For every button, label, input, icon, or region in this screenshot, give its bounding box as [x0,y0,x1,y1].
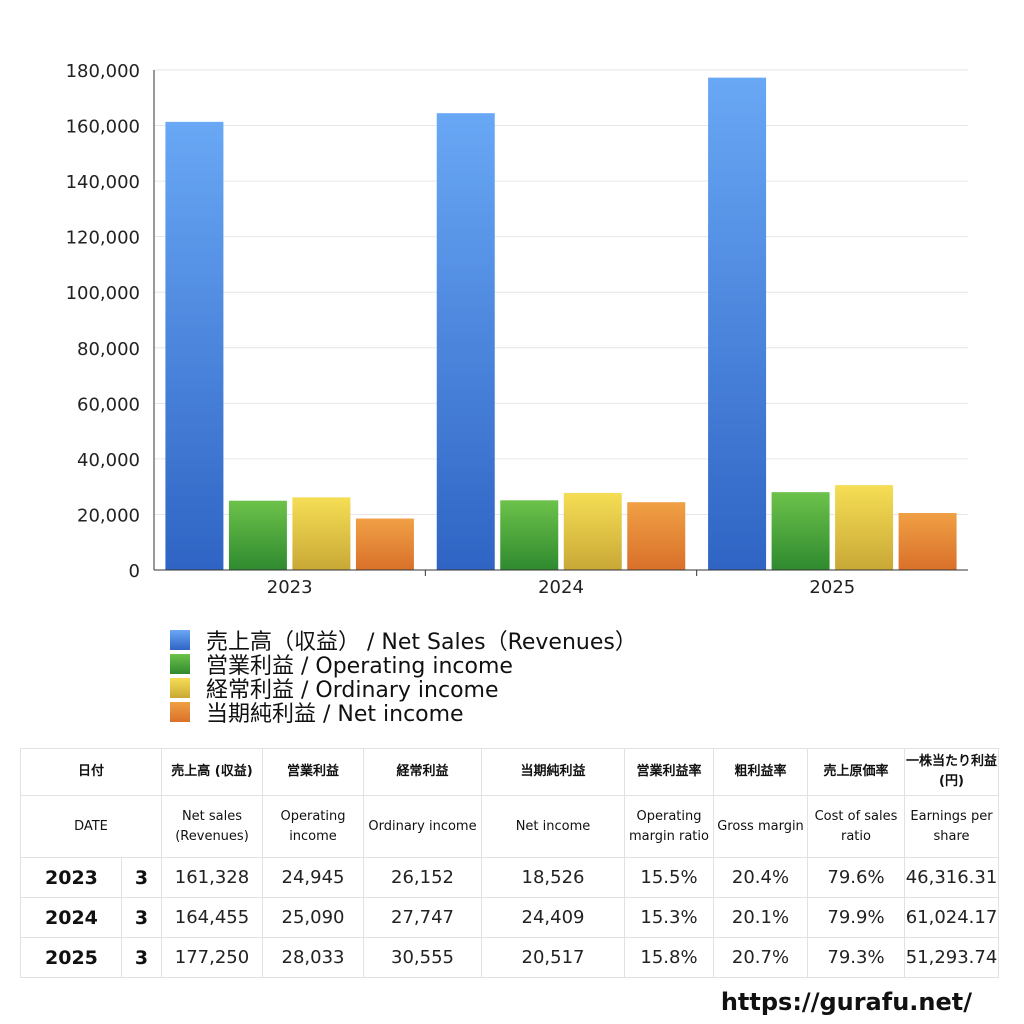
header-gross-margin-en: Gross margin [713,795,808,858]
legend-swatch-ordinary-income [170,678,190,698]
x-tick-label: 2023 [267,577,313,598]
cell-net-income: 20,517 [481,937,625,978]
header-net-sales-en: Net sales (Revenues) [161,795,263,858]
bar [436,113,495,571]
bars [165,77,957,571]
header-date-jp: 日付 [20,748,162,796]
legend: 売上高（収益） / Net Sales（Revenues） 営業利益 / Ope… [170,628,637,727]
table-row: 2024 3 164,455 25,090 27,747 24,409 15.3… [20,897,999,938]
header-gross-margin-jp: 粗利益率 [713,748,808,796]
bar [835,485,894,570]
bar [355,518,414,570]
table-row: 2025 3 177,250 28,033 30,555 20,517 15.8… [20,937,999,978]
cell-operating-margin: 15.3% [624,897,714,938]
header-cost-ratio-jp: 売上原価率 [807,748,905,796]
cell-net-income: 18,526 [481,857,625,898]
header-operating-margin-en: Operating margin ratio [624,795,714,858]
cell-ordinary-income: 27,747 [363,897,482,938]
table-header-row-en: DATE Net sales (Revenues) Operating inco… [20,795,999,858]
header-ordinary-income-en: Ordinary income [363,795,482,858]
y-tick-label: 80,000 [77,339,140,360]
row-year: 2023 [20,857,122,898]
y-tick-label: 120,000 [66,228,140,249]
row-month: 3 [121,857,162,898]
cell-net-sales: 164,455 [161,897,263,938]
cell-gross-margin: 20.7% [713,937,808,978]
header-operating-income-jp: 営業利益 [262,748,364,796]
table-row: 2023 3 161,328 24,945 26,152 18,526 15.5… [20,857,999,898]
legend-swatch-net-income [170,702,190,722]
header-operating-income-en: Operating income [262,795,364,858]
site-url[interactable]: https://gurafu.net/ [720,988,972,1016]
row-year: 2025 [20,937,122,978]
y-tick-label: 160,000 [66,117,140,138]
header-eps-en: Earnings per share [904,795,999,858]
cell-cost-ratio: 79.9% [807,897,905,938]
cell-net-sales: 177,250 [161,937,263,978]
grid-lines [154,69,968,515]
legend-item: 売上高（収益） / Net Sales（Revenues） [170,628,637,655]
header-cost-ratio-en: Cost of sales ratio [807,795,905,858]
row-month: 3 [121,937,162,978]
cell-operating-margin: 15.5% [624,857,714,898]
bar [228,500,287,570]
y-tick-label: 20,000 [77,505,140,526]
x-tick-label: 2024 [538,577,584,598]
cell-eps: 46,316.31 [904,857,999,898]
y-tick-label: 140,000 [66,172,140,193]
cell-operating-income: 25,090 [262,897,364,938]
legend-label-net-income: 当期純利益 / Net income [206,702,464,727]
y-tick-label: 0 [129,561,140,582]
cell-net-income: 24,409 [481,897,625,938]
row-year: 2024 [20,897,122,938]
x-tick-label: 2025 [809,577,855,598]
header-date-en: DATE [20,795,162,858]
cell-ordinary-income: 26,152 [363,857,482,898]
cell-operating-margin: 15.8% [624,937,714,978]
legend-item: 経常利益 / Ordinary income [170,676,637,703]
financial-table: 日付 売上高 (収益) 営業利益 経常利益 当期純利益 営業利益率 粗利益率 売… [20,748,999,978]
legend-item: 営業利益 / Operating income [170,652,637,679]
table-header-row-jp: 日付 売上高 (収益) 営業利益 経常利益 当期純利益 営業利益率 粗利益率 売… [20,748,999,796]
legend-label-operating-income: 営業利益 / Operating income [206,654,513,679]
axes: 0 20,000 40,000 60,000 80,000 100,000 120,000 1… [66,61,968,598]
cell-eps: 51,293.74 [904,937,999,978]
y-tick-label: 180,000 [66,61,140,82]
header-net-sales-jp: 売上高 (収益) [161,748,263,796]
bar [292,497,351,570]
header-eps-jp: 一株当たり利益(円) [904,748,999,796]
bar [165,121,224,570]
bar [563,492,622,570]
cell-cost-ratio: 79.3% [807,937,905,978]
cell-eps: 61,024.17 [904,897,999,938]
header-ordinary-income-jp: 経常利益 [363,748,482,796]
legend-swatch-operating-income [170,654,190,674]
bar [771,492,830,570]
legend-label-net-sales: 売上高（収益） / Net Sales（Revenues） [206,630,637,655]
y-tick-label: 40,000 [77,450,140,471]
cell-net-sales: 161,328 [161,857,263,898]
y-tick-label: 100,000 [66,283,140,304]
cell-ordinary-income: 30,555 [363,937,482,978]
bar [500,500,559,570]
header-net-income-jp: 当期純利益 [481,748,625,796]
cell-gross-margin: 20.4% [713,857,808,898]
legend-label-ordinary-income: 経常利益 / Ordinary income [206,678,499,703]
header-net-income-en: Net income [481,795,625,858]
cell-operating-income: 24,945 [262,857,364,898]
bar [627,502,686,570]
cell-operating-income: 28,033 [262,937,364,978]
header-operating-margin-jp: 営業利益率 [624,748,714,796]
cell-cost-ratio: 79.6% [807,857,905,898]
bar-chart: 0 20,000 40,000 60,000 80,000 100,000 120,000 1… [66,61,968,598]
y-tick-label: 60,000 [77,394,140,415]
legend-swatch-net-sales [170,630,190,650]
bar [708,77,767,570]
cell-gross-margin: 20.1% [713,897,808,938]
row-month: 3 [121,897,162,938]
bar [898,513,957,570]
legend-item: 当期純利益 / Net income [170,700,637,727]
